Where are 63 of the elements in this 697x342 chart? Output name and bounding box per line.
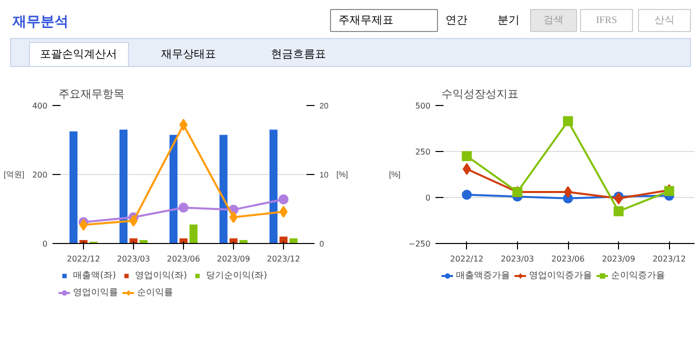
x-tick-label: 2023/03 (500, 254, 534, 264)
x-tick-label: 2023/03 (116, 254, 150, 264)
x-tick-label: 2023/09 (216, 254, 250, 264)
chart-title: 주요재무항목 (58, 88, 124, 100)
bar (120, 130, 128, 244)
legend-label: 당기순이익(좌) (206, 270, 268, 282)
point (462, 151, 472, 162)
legend-label: 영업이익률 (73, 287, 118, 299)
point (229, 211, 238, 224)
y2-axis-title: [%] (336, 170, 348, 179)
x-tick-label: 2022/12 (450, 254, 484, 264)
point (564, 186, 572, 198)
x-tick-label: 2023/12 (652, 254, 686, 264)
point (278, 194, 288, 204)
legend-label: 영업이익증가율 (529, 270, 592, 282)
text: 연간 (446, 14, 468, 26)
bar (280, 236, 288, 244)
text: 현금흐름표 (271, 48, 326, 60)
x-tick-label: 2023/09 (602, 254, 636, 264)
legend-label: 매출액(좌) (73, 270, 116, 282)
text: 검색 (544, 15, 564, 26)
text: 산식 (654, 15, 674, 26)
y-tick-label: 0 (425, 194, 431, 202)
y-tick-label: 400 (32, 102, 48, 110)
point (614, 206, 624, 216)
text: 포괄손익계산서 (40, 48, 117, 60)
x-tick-label: 2022/12 (66, 254, 100, 264)
bar (220, 134, 228, 244)
bar (70, 131, 78, 244)
y-tick-label: 500 (415, 102, 431, 110)
x-tick-label: 2023/12 (266, 254, 300, 264)
y2-tick-label: 0 (320, 240, 324, 248)
text: 재무분석 (12, 15, 68, 30)
bar (190, 224, 198, 244)
point (129, 214, 138, 227)
bar (270, 130, 278, 244)
point (178, 202, 188, 213)
legend-label: 매출액증가율 (456, 270, 510, 282)
point (79, 218, 88, 231)
legend-label: 영업이익(좌) (135, 270, 188, 282)
y2-tick-label: 20 (320, 102, 329, 110)
y-tick-label: 0 (42, 240, 48, 248)
point (614, 192, 623, 204)
point (179, 118, 188, 131)
y2-tick-label: 10 (320, 170, 329, 180)
x-tick-label: 2023/06 (551, 254, 585, 264)
point (563, 116, 573, 126)
point (462, 190, 472, 200)
x-tick-label: 2023/06 (166, 254, 200, 264)
y-axis-title: [%] (388, 170, 401, 179)
text: 분기 (498, 14, 520, 26)
text: 재무상태표 (161, 48, 216, 60)
y-tick-label: 250 (415, 148, 431, 156)
y-axis-title: [억원] (4, 170, 24, 179)
text: 주재무제표 (338, 14, 394, 26)
legend-label: 순이익률 (137, 287, 173, 299)
bar (170, 134, 178, 244)
text: IFRS (596, 15, 618, 26)
y-tick-label: −250 (408, 240, 431, 248)
legend-label: 순이익증가율 (611, 270, 665, 282)
point (279, 206, 288, 218)
y-tick-label: 200 (32, 170, 48, 180)
chart-title: 수익성장성지표 (442, 88, 518, 100)
